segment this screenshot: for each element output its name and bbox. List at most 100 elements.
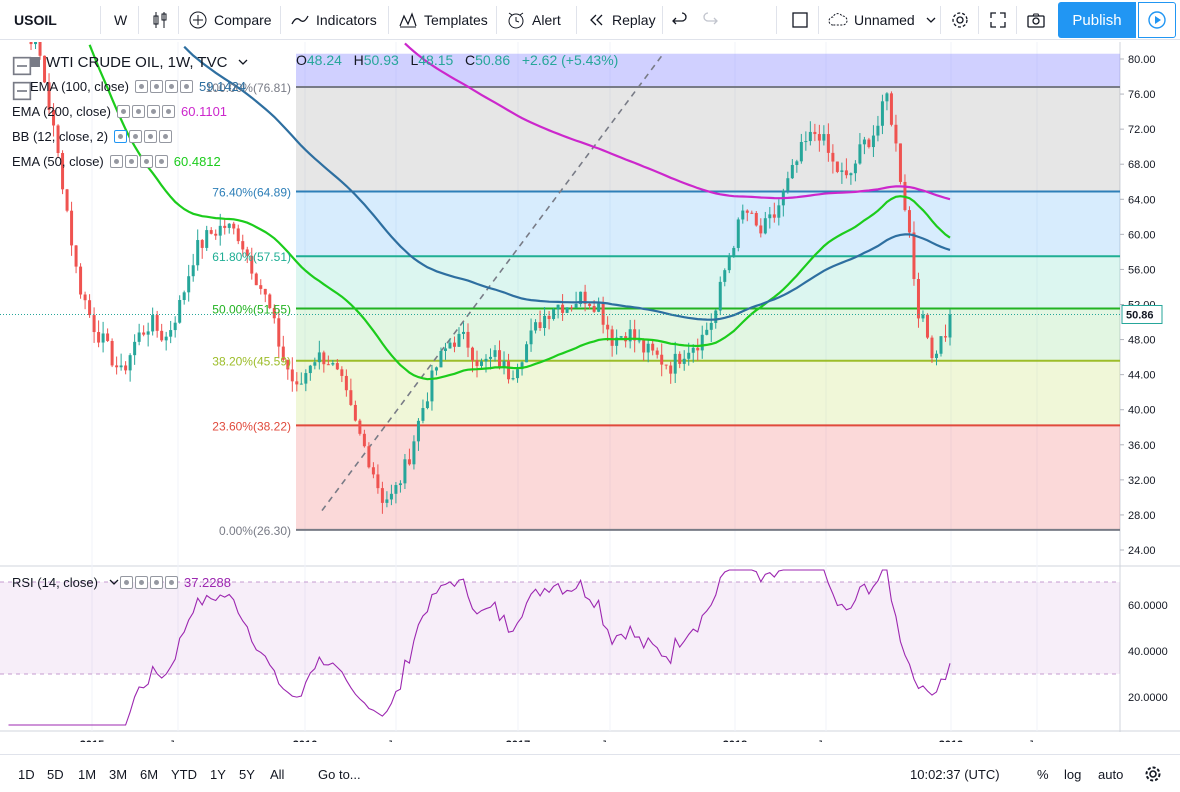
candle-body [232,223,236,229]
fullscreen-layout-button[interactable] [790,0,810,40]
candle-body [227,223,231,228]
close-icon[interactable] [164,575,178,589]
redo-button[interactable] [700,0,720,40]
plus-icon[interactable] [144,130,158,143]
snapshot-button[interactable] [1026,0,1046,40]
eye-icon[interactable] [135,80,148,93]
close-icon[interactable] [180,80,193,93]
goto-button[interactable]: Go to... [318,766,361,782]
plus-circle-icon [188,10,208,30]
close-icon[interactable] [162,105,175,118]
indicators-icon [290,10,310,30]
price-tick-label: 72.00 [1128,124,1156,136]
top-toolbar: USOIL W Compare Indicators Templates Ale… [0,0,1180,40]
symbol-search[interactable]: USOIL [14,0,57,40]
collapse-legend-icon[interactable] [12,56,32,76]
candle-body [353,404,357,421]
eye-icon[interactable] [119,575,133,589]
range-1m[interactable]: 1M [78,766,97,782]
candle-body [259,285,263,289]
candle-body [367,446,371,468]
publish-button[interactable]: Publish [1058,2,1136,38]
candle-body [921,314,925,319]
range-3m[interactable]: 3M [109,766,128,782]
candle-body [124,365,128,371]
candle-body [430,370,434,402]
close-icon[interactable] [154,155,168,168]
study-buttons[interactable] [114,130,173,143]
candle-body [867,139,871,148]
close-icon[interactable] [159,130,173,143]
close-value: 50.86 [475,52,511,68]
rsi-legend[interactable]: RSI (14, close) 37.2288 [12,572,231,592]
log-toggle[interactable]: log [1064,766,1082,782]
gear-icon[interactable] [132,105,145,118]
range-6m[interactable]: 6M [140,766,159,782]
candle-body [538,322,542,328]
settings-button[interactable] [950,0,970,40]
chart-canvas[interactable]: 100.00%(76.81) 76.40%(64.89) 61.80%(57.51)… [0,0,1180,751]
chevron-down-icon [921,10,936,30]
range-5y[interactable]: 5Y [239,766,255,782]
candle-body [272,308,276,319]
undo-button[interactable] [670,0,690,40]
candle-body [507,361,511,380]
gear-icon[interactable] [150,80,163,93]
study-buttons[interactable] [117,105,175,118]
collapse-icon[interactable] [12,81,32,100]
candle-body [34,39,38,45]
candle-body [452,342,456,347]
rsi-tick-label: 20.0000 [1128,692,1168,704]
candle-body [808,131,812,142]
gear-icon[interactable] [124,155,138,168]
eye-off-icon[interactable] [114,130,128,143]
templates-button[interactable]: Templates [398,0,488,40]
interval-button[interactable]: W [114,0,127,40]
range-1d[interactable]: 1D [18,766,35,782]
study-legend-ema50[interactable]: EMA (50, close) 60.4812 [12,154,221,169]
candle-body [790,164,794,179]
range-ytd[interactable]: YTD [171,766,197,782]
plus-icon[interactable] [165,80,178,93]
plus-icon[interactable] [139,155,153,168]
fullscreen-button[interactable] [988,0,1008,40]
gear-icon[interactable] [134,575,148,589]
candle-body [484,358,488,362]
alert-button[interactable]: Alert [506,0,561,40]
candle-body [714,310,718,323]
range-1y[interactable]: 1Y [210,766,226,782]
study-legend-ema100[interactable]: EMA (100, close) 59.1424 [12,79,246,100]
study-legend-ema200[interactable]: EMA (200, close) 60.1101 [12,104,227,119]
gear-icon[interactable] [129,130,143,143]
layout-name-button[interactable]: Unnamed [828,0,936,40]
study-buttons[interactable] [109,155,168,168]
eye-icon[interactable] [117,105,130,118]
plus-icon[interactable] [149,575,163,589]
study-buttons[interactable] [135,80,193,93]
auto-toggle[interactable]: auto [1098,766,1124,782]
study-legend-bb[interactable]: BB (12, close, 2) [12,129,173,144]
study-buttons[interactable] [119,575,178,589]
candle-body [160,330,164,341]
play-button[interactable] [1138,2,1176,38]
candle-body [304,373,308,384]
axis-settings-button[interactable] [1143,755,1163,792]
range-all[interactable]: All [270,766,285,782]
series-title: WTI CRUDE OIL, 1W, TVC [46,53,228,71]
study-name: EMA (100, close) [30,79,129,94]
indicators-button[interactable]: Indicators [290,0,377,40]
plus-icon[interactable] [147,105,160,118]
time-tick-label: 2017 [506,739,530,742]
chart-area[interactable]: 100.00%(76.81) 76.40%(64.89) 61.80%(57.51)… [0,0,1180,751]
candle-body [214,233,218,236]
main-series-legend[interactable]: WTI CRUDE OIL, 1W, TVC [12,52,248,76]
compare-button[interactable]: Compare [188,0,272,40]
candle-body [74,245,78,267]
percent-toggle[interactable]: % [1037,766,1049,782]
clock-label[interactable]: 10:02:37 (UTC) [910,766,1000,782]
replay-button[interactable]: Replay [586,0,656,40]
chart-style-button[interactable] [150,0,170,40]
eye-icon[interactable] [109,155,123,168]
candle-body [772,214,776,218]
range-5d[interactable]: 5D [47,766,64,782]
